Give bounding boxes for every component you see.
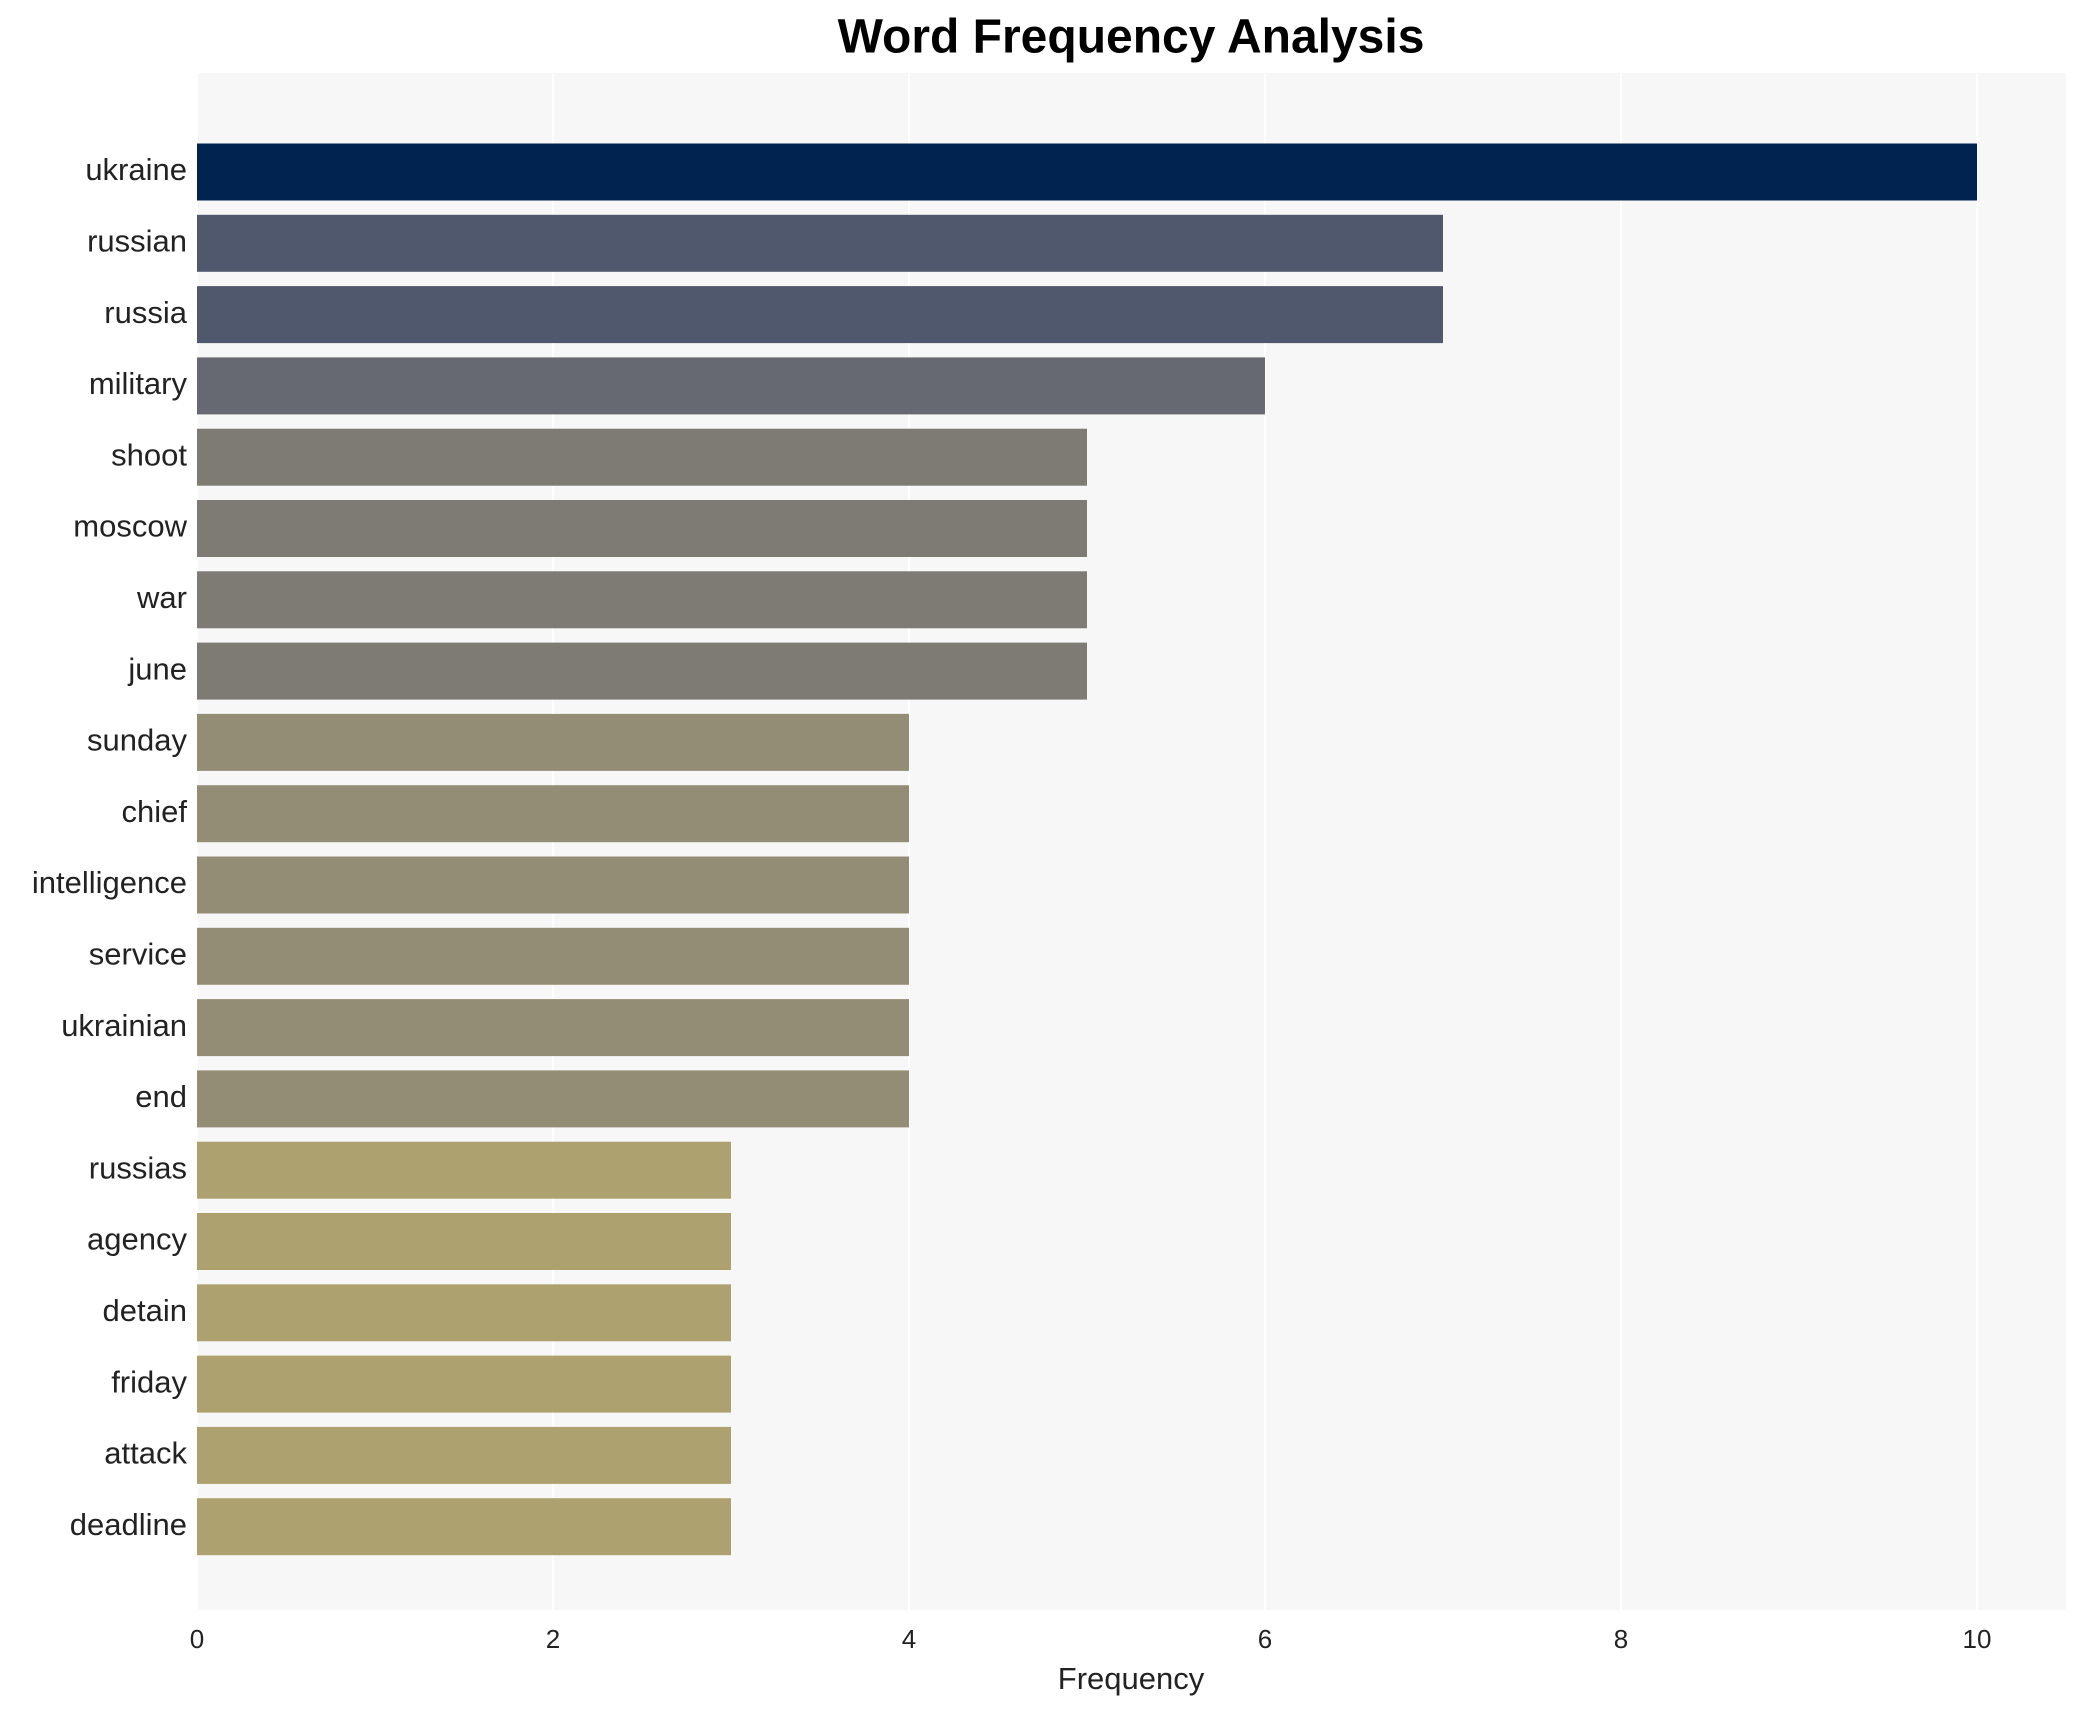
bar <box>197 785 909 843</box>
chart-title: Word Frequency Analysis <box>838 11 1425 64</box>
bar <box>197 642 1087 700</box>
bar <box>197 143 1977 201</box>
x-tick-label: 8 <box>1614 1624 1628 1654</box>
y-tick-label: chief <box>122 794 188 829</box>
y-tick-label: intelligence <box>32 865 187 900</box>
bar <box>197 999 909 1057</box>
y-tick-label: service <box>89 936 187 971</box>
y-tick-label: deadline <box>70 1507 187 1542</box>
y-tick-label: detain <box>103 1293 187 1328</box>
y-tick-label: shoot <box>111 437 187 472</box>
x-axis-label: Frequency <box>1058 1661 1205 1696</box>
y-tick-label: military <box>89 366 188 401</box>
bar <box>197 713 909 771</box>
bar <box>197 1498 731 1556</box>
bar <box>197 1141 731 1199</box>
y-tick-label: ukrainian <box>61 1008 187 1043</box>
y-tick-label: russias <box>89 1150 187 1185</box>
x-tick-label: 10 <box>1963 1624 1992 1654</box>
y-tick-label: russian <box>87 223 187 258</box>
y-tick-label: sunday <box>87 723 187 758</box>
y-tick-label: moscow <box>73 509 187 544</box>
x-tick-label: 4 <box>902 1624 916 1654</box>
bar <box>197 1070 909 1128</box>
bar <box>197 500 1087 557</box>
bar <box>197 1213 731 1270</box>
y-tick-label: friday <box>111 1364 187 1399</box>
bar <box>197 214 1443 272</box>
bar <box>197 1284 731 1342</box>
y-tick-label: war <box>136 580 187 615</box>
bar <box>197 428 1087 486</box>
y-tick-label: june <box>127 651 187 686</box>
bar <box>197 927 909 985</box>
y-tick-label: ukraine <box>85 152 187 187</box>
x-tick-label: 6 <box>1258 1624 1272 1654</box>
bar <box>197 1426 731 1484</box>
y-tick-label: agency <box>87 1222 187 1257</box>
y-tick-label: attack <box>104 1436 187 1471</box>
x-tick-label: 2 <box>546 1624 560 1654</box>
bar <box>197 357 1265 415</box>
bar <box>197 856 909 914</box>
bar <box>197 286 1443 344</box>
y-tick-label: russia <box>104 295 187 330</box>
x-tick-label: 0 <box>190 1624 204 1654</box>
bar <box>197 571 1087 629</box>
y-tick-label: end <box>135 1079 187 1114</box>
bar <box>197 1355 731 1413</box>
